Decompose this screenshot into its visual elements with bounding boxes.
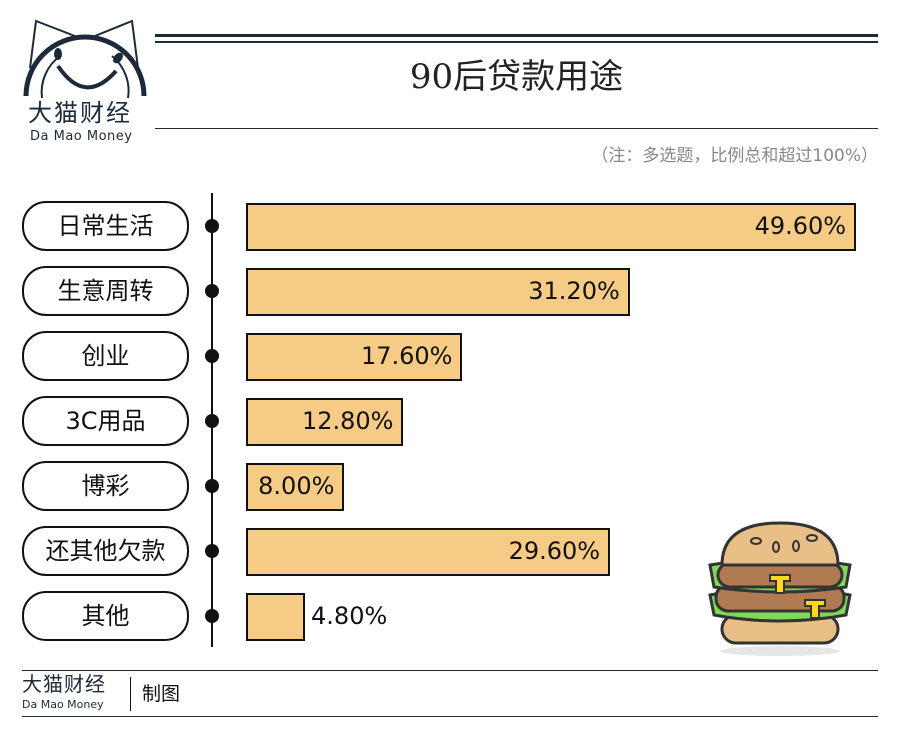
bar (246, 268, 630, 316)
data-label: 12.80% (301, 407, 394, 435)
data-label: 49.60% (754, 212, 847, 240)
category-label: 日常生活 (22, 201, 189, 251)
data-label: 17.60% (360, 342, 453, 370)
data-label: 4.80% (311, 602, 388, 630)
category-label: 创业 (22, 331, 189, 381)
bar (246, 398, 404, 446)
chart-title: 90后贷款用途 (409, 57, 624, 97)
header-rule-bottom (155, 128, 878, 129)
bar (246, 528, 611, 576)
axis-dot (205, 609, 219, 623)
footer-brand-en: Da Mao Money (22, 698, 104, 711)
data-label: 8.00% (258, 472, 335, 500)
header-rule-top (155, 34, 878, 37)
axis-dot (205, 219, 219, 233)
chart-subtitle: （注：多选题，比例总和超过100%） (591, 146, 878, 166)
bar (246, 203, 857, 251)
footer-credit: 制图 (142, 683, 181, 705)
footer-brand-cn: 大猫财经 (22, 672, 106, 696)
axis-dot (205, 544, 219, 558)
bar (246, 463, 345, 511)
category-label: 生意周转 (22, 266, 189, 316)
brand-name-cn: 大猫财经 (28, 99, 132, 127)
bar (246, 593, 306, 641)
axis-dot (205, 414, 219, 428)
cat-logo-icon (23, 19, 147, 99)
footer-rule-bottom (22, 716, 878, 717)
category-label: 还其他欠款 (22, 526, 189, 576)
category-label: 其他 (22, 591, 189, 641)
bar (246, 333, 463, 381)
header-rule-top-2 (155, 41, 878, 43)
category-label: 博彩 (22, 461, 189, 511)
footer-divider (130, 677, 131, 711)
data-label: 29.60% (508, 537, 601, 565)
brand-name-en: Da Mao Money (30, 129, 133, 144)
data-label: 31.20% (528, 277, 620, 305)
hamburger-icon (708, 521, 852, 656)
axis-dot (205, 349, 219, 363)
axis-dot (205, 284, 219, 298)
axis-dot (205, 479, 219, 493)
footer-rule-top (22, 670, 878, 671)
category-label: 3C用品 (22, 396, 189, 446)
